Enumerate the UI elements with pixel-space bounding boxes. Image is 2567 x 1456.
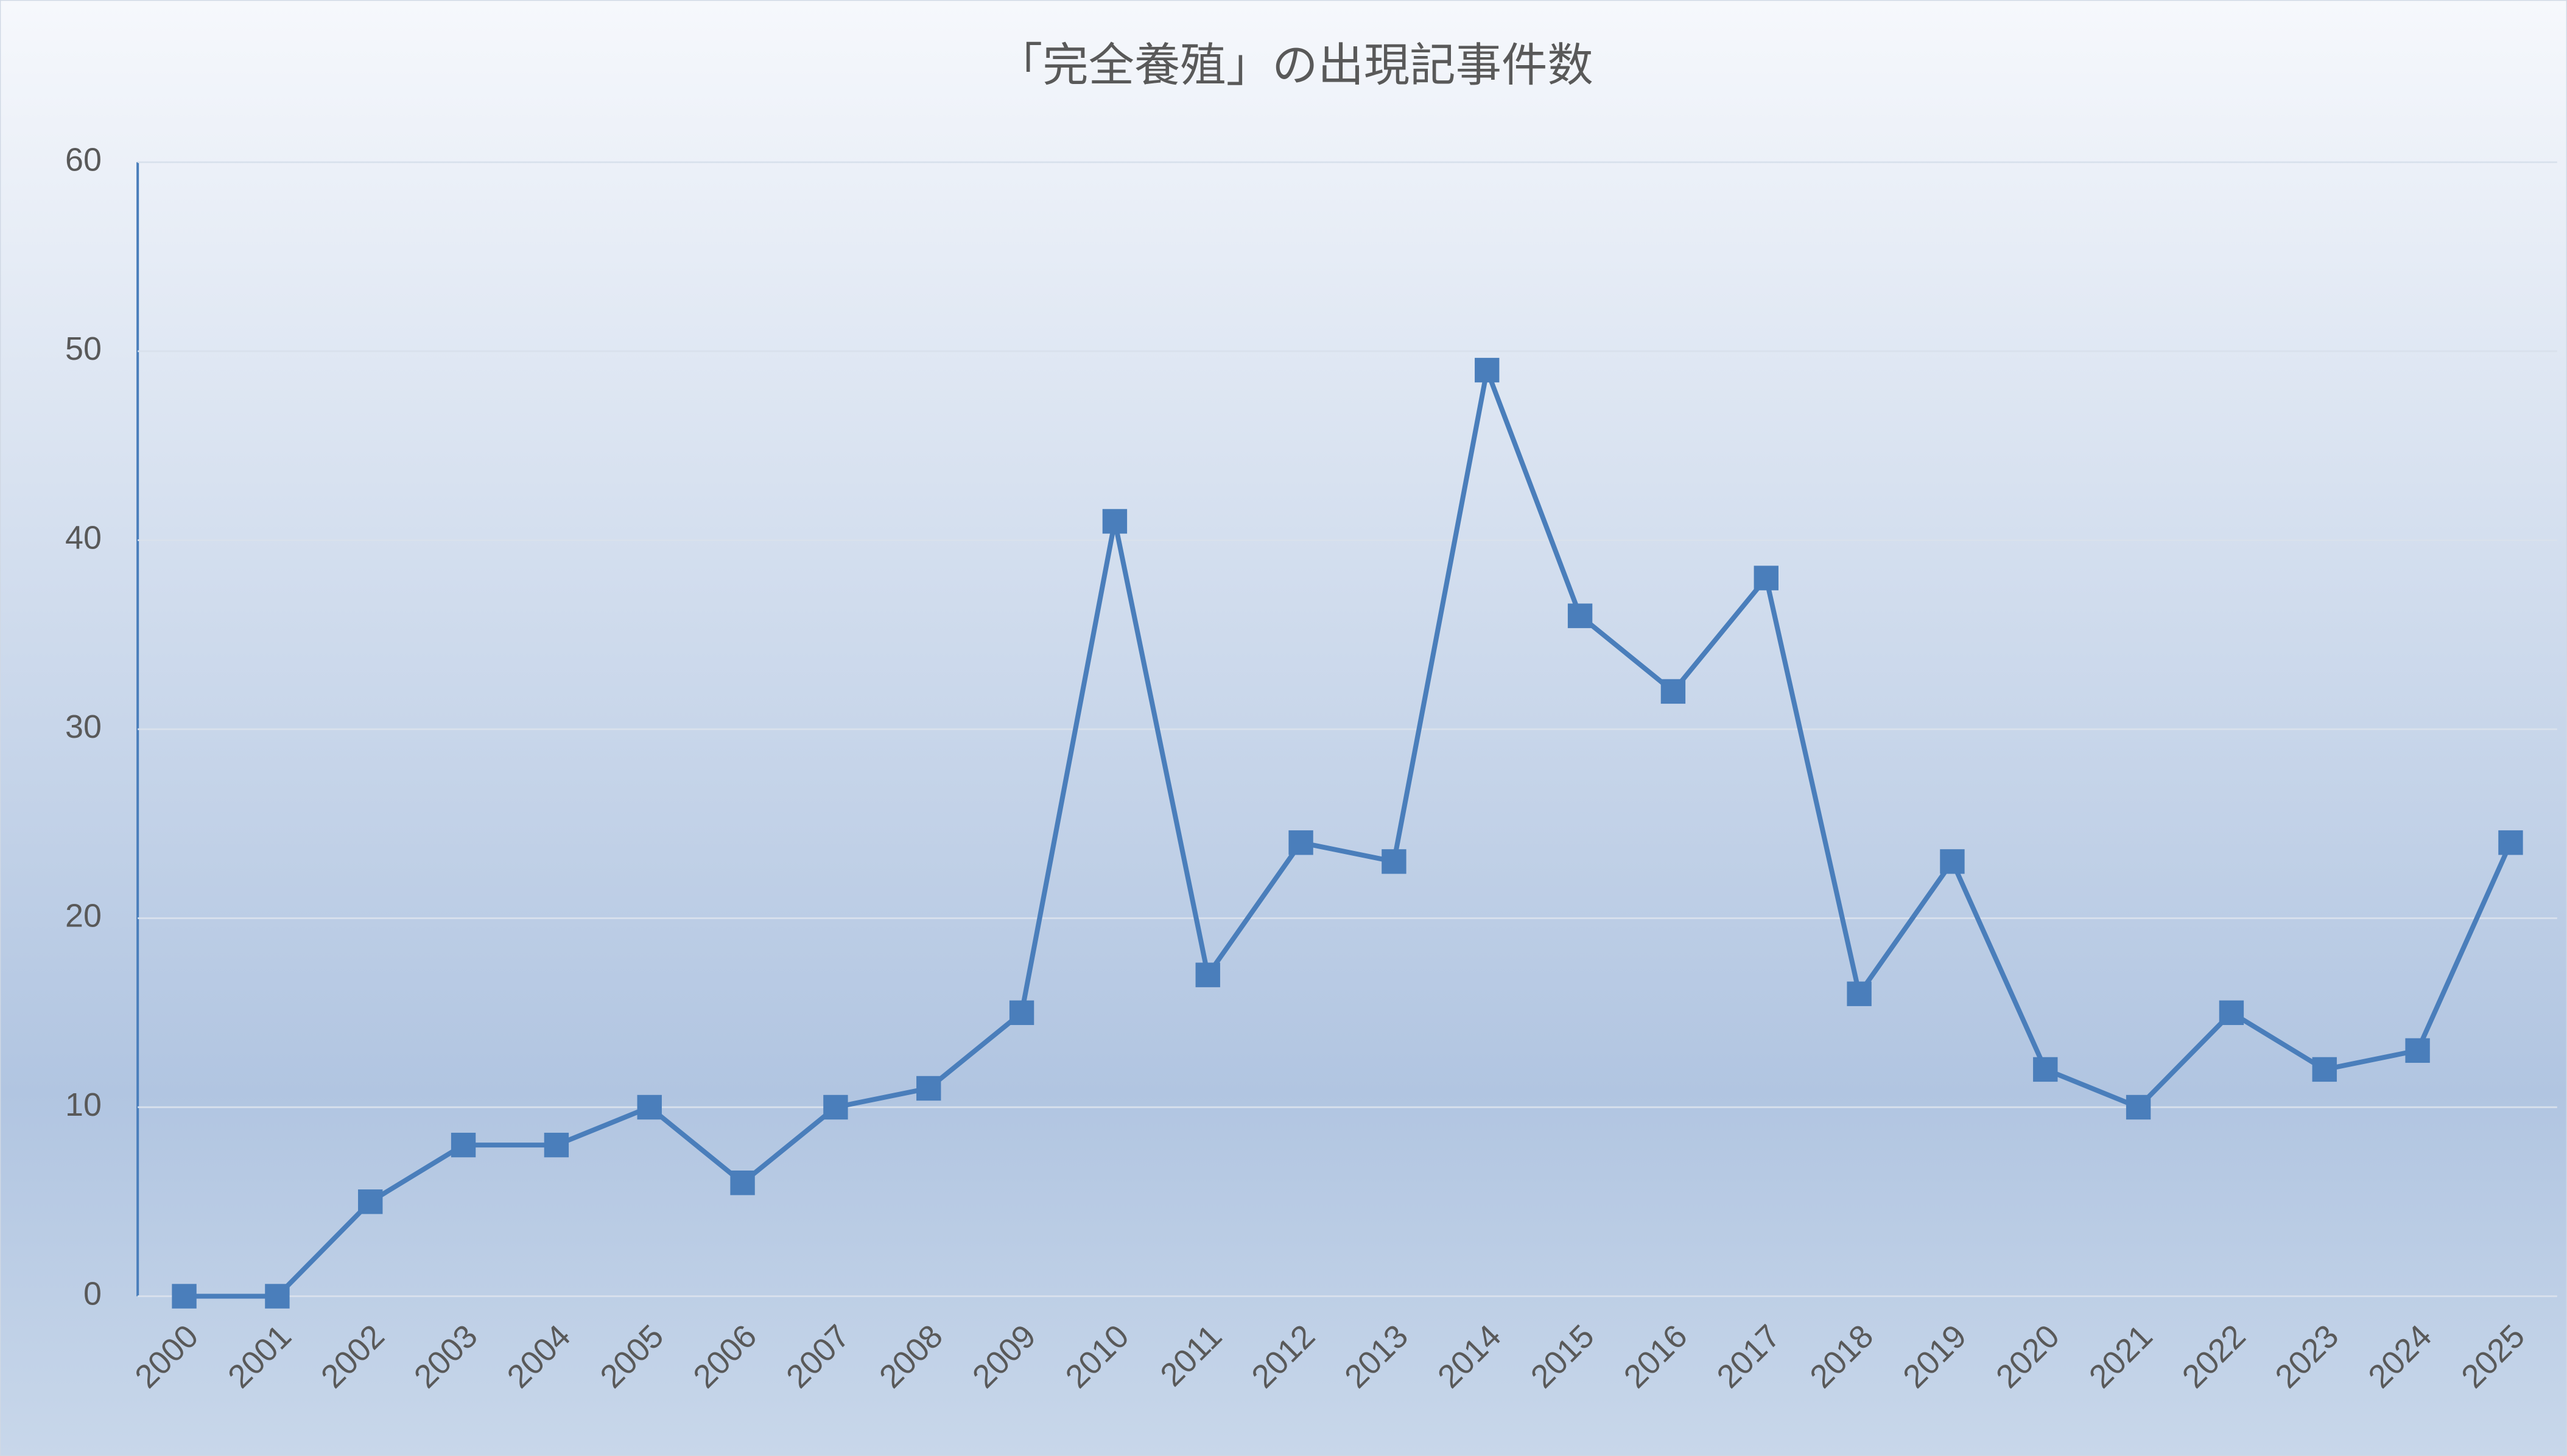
data-point [172,1284,197,1309]
data-point [544,1132,569,1158]
data-point [1009,1000,1034,1025]
y-tick-label: 20 [65,898,102,934]
data-point [1102,509,1128,534]
data-point [1847,981,1872,1006]
data-point [358,1189,383,1214]
chart-title: 「完全養殖」の出現記事件数 [997,40,1593,91]
y-tick-label: 60 [65,142,102,178]
data-point [1940,849,1965,874]
y-tick-label: 30 [65,709,102,745]
data-point [1754,565,1779,590]
y-tick-label: 0 [83,1276,102,1312]
data-point [637,1094,662,1120]
data-point [1567,603,1593,628]
data-point [823,1094,848,1120]
data-point [2498,830,2523,855]
data-point [1660,679,1686,704]
data-point [2126,1094,2151,1120]
data-point [916,1076,941,1101]
data-point [730,1171,755,1195]
data-point [1288,830,1313,855]
data-point [265,1284,290,1309]
y-tick-label: 10 [65,1087,102,1123]
data-point [1475,357,1500,383]
y-tick-label: 50 [65,331,102,367]
data-point [1195,962,1220,987]
data-point [2219,1000,2244,1025]
data-point [2405,1038,2430,1063]
data-point [1382,849,1406,874]
y-tick-label: 40 [65,520,102,556]
data-point [451,1132,476,1158]
data-point [2033,1057,2058,1082]
data-line [184,361,2513,1299]
data-point [2312,1057,2337,1082]
